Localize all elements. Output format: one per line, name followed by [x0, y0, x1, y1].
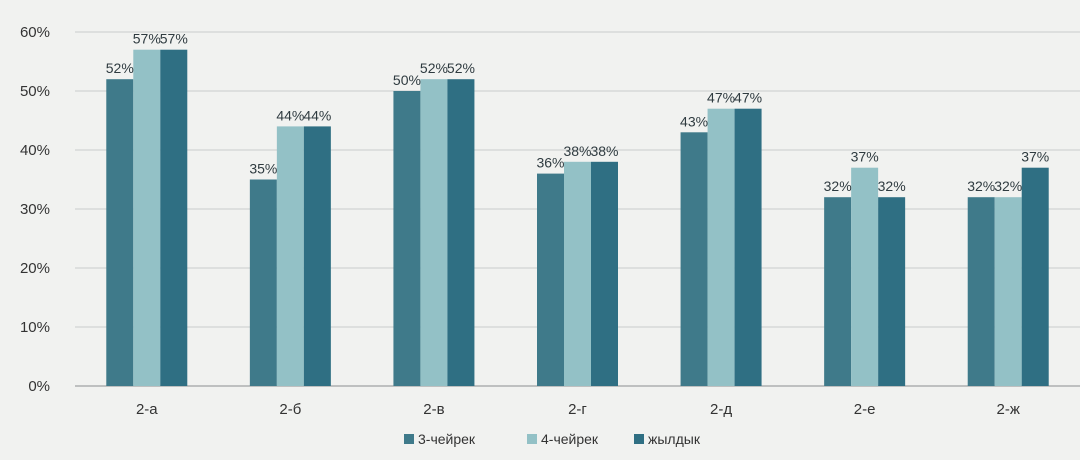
- legend-swatch: [634, 434, 644, 444]
- bar: [734, 108, 762, 386]
- data-label: 47%: [734, 90, 762, 106]
- x-tick-label: 2-а: [136, 401, 158, 418]
- x-tick-label: 2-ж: [997, 401, 1020, 418]
- bar: [447, 79, 475, 386]
- data-label: 37%: [851, 149, 879, 165]
- data-label: 52%: [106, 60, 134, 76]
- bar: [276, 126, 304, 387]
- y-tick-label: 30%: [20, 201, 50, 218]
- data-label: 50%: [393, 72, 421, 88]
- data-label: 32%: [824, 178, 852, 194]
- data-label: 44%: [303, 107, 331, 123]
- bar: [393, 91, 421, 386]
- bar: [106, 79, 134, 386]
- legend-swatch: [404, 434, 414, 444]
- legend: 3-чейрек 4-чейрек жылдык: [404, 431, 701, 447]
- bar: [707, 108, 735, 386]
- legend-label: 3-чейрек: [418, 431, 476, 447]
- y-tick-label: 40%: [20, 142, 50, 159]
- y-tick-label: 20%: [20, 260, 50, 277]
- bar: [851, 167, 879, 386]
- bar: [967, 197, 995, 386]
- bar: [1021, 167, 1049, 386]
- data-label: 32%: [967, 178, 995, 194]
- bar: [564, 161, 591, 386]
- y-tick-label: 10%: [20, 319, 50, 336]
- data-label: 44%: [276, 107, 304, 123]
- y-axis-ticks: 0% 10% 20% 30% 40% 50% 60%: [20, 24, 50, 395]
- bar: [420, 79, 448, 386]
- bars: [106, 49, 1049, 387]
- bar: [160, 49, 188, 386]
- data-label: 35%: [249, 161, 277, 177]
- x-tick-label: 2-е: [854, 401, 876, 418]
- bar: [994, 197, 1022, 386]
- x-tick-label: 2-д: [710, 401, 732, 418]
- bar: [249, 179, 277, 386]
- data-label: 47%: [707, 90, 735, 106]
- legend-swatch: [527, 434, 537, 444]
- data-label: 57%: [133, 31, 161, 47]
- data-label: 37%: [1021, 149, 1049, 165]
- x-tick-label: 2-г: [568, 401, 587, 418]
- data-label: 38%: [563, 143, 591, 159]
- bar: [133, 49, 161, 386]
- data-label: 52%: [447, 60, 475, 76]
- data-label: 52%: [420, 60, 448, 76]
- data-label: 43%: [680, 113, 708, 129]
- x-tick-label: 2-б: [279, 401, 301, 418]
- legend-label: жылдык: [648, 431, 701, 447]
- legend-label: 4-чейрек: [541, 431, 599, 447]
- bar: [303, 126, 331, 387]
- bar: [680, 132, 708, 386]
- data-label: 57%: [160, 31, 188, 47]
- bar: [591, 161, 618, 386]
- bar: [878, 197, 906, 386]
- data-label: 38%: [590, 143, 618, 159]
- x-axis-ticks: 2-а 2-б 2-в 2-г 2-д 2-е 2-ж: [136, 401, 1020, 418]
- bar: [537, 173, 564, 386]
- data-label: 32%: [994, 178, 1022, 194]
- y-tick-label: 50%: [20, 83, 50, 100]
- y-tick-label: 0%: [28, 378, 50, 395]
- data-label: 36%: [536, 155, 564, 171]
- y-tick-label: 60%: [20, 24, 50, 41]
- bar: [824, 197, 852, 386]
- x-tick-label: 2-в: [423, 401, 444, 418]
- data-label: 32%: [878, 178, 906, 194]
- data-labels: 52%57%57%35%44%44%50%52%52%36%38%38%43%4…: [106, 31, 1049, 194]
